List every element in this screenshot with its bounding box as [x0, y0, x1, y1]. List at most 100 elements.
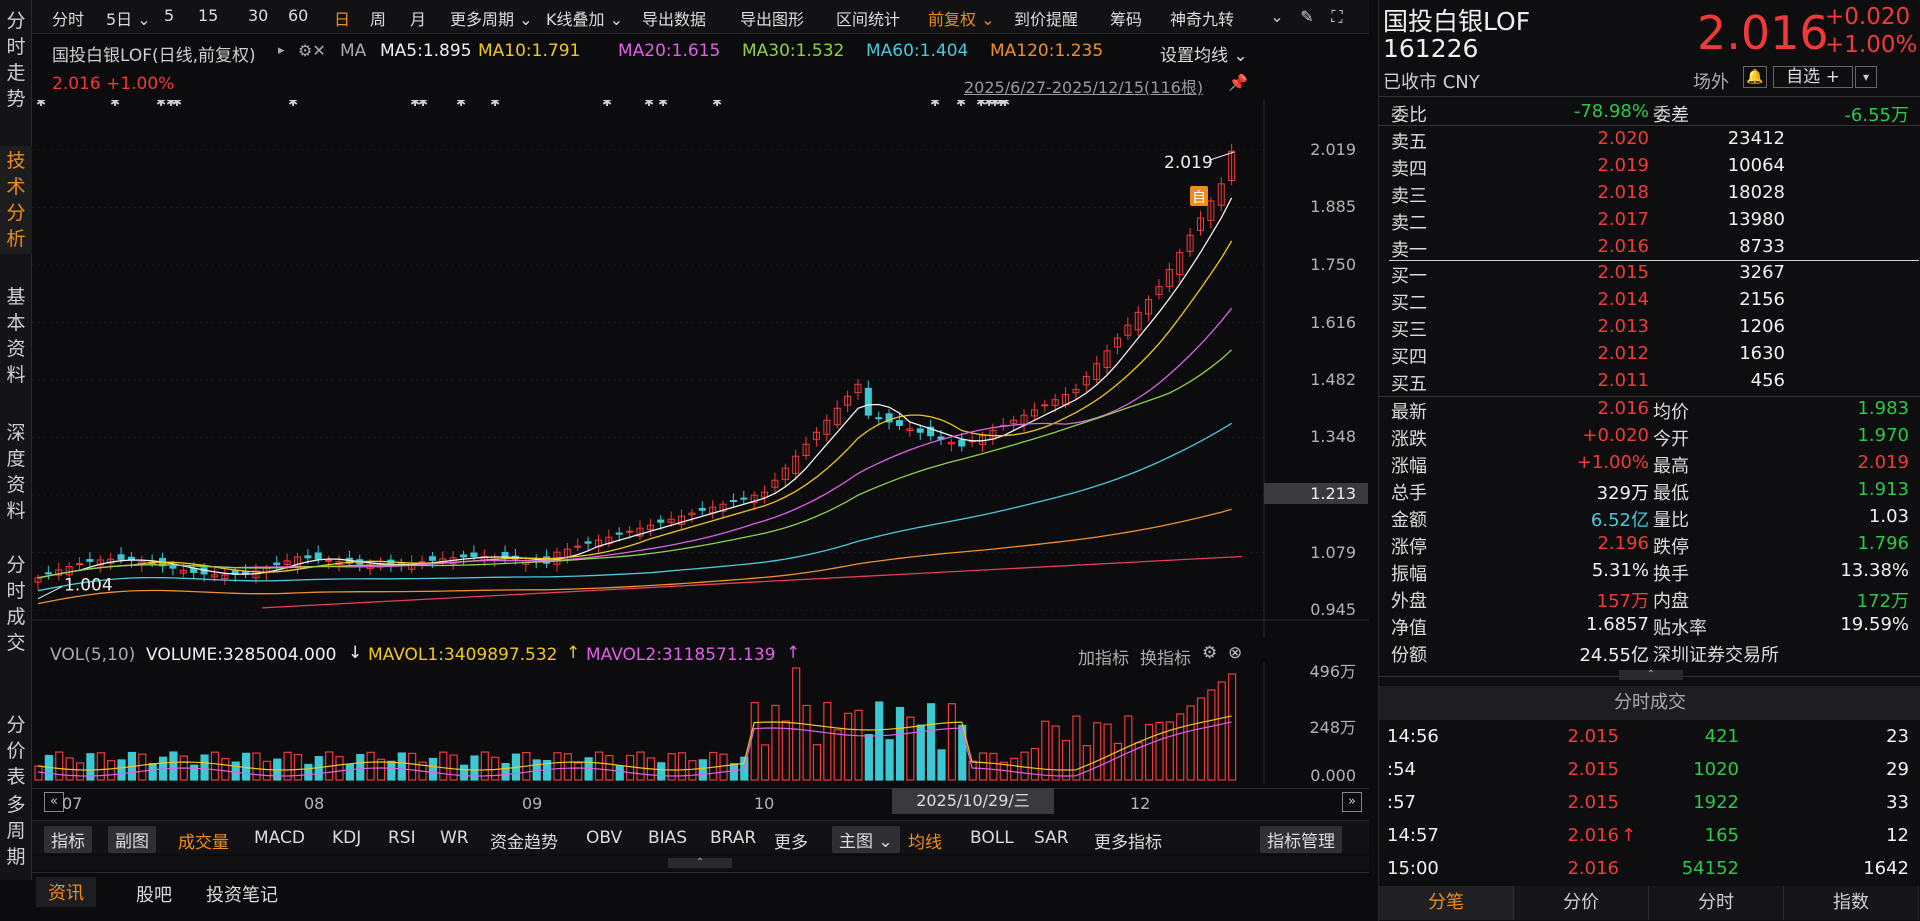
book-level-price[interactable]: 2.013: [1597, 316, 1649, 337]
gear-icon[interactable]: ⚙: [1202, 643, 1218, 663]
toolbar-item-9[interactable]: 更多周期 ⌄: [450, 10, 533, 29]
indicator-tab-3[interactable]: MACD: [254, 828, 305, 848]
candle-body: [719, 503, 727, 512]
collapse-up-icon[interactable]: ⌃: [1619, 670, 1683, 680]
toolbar-item-2[interactable]: 5: [164, 6, 175, 25]
bottom-tab-3[interactable]: 指数: [1784, 886, 1919, 920]
indicator-tab-10[interactable]: BRAR: [710, 828, 757, 848]
book-level-price[interactable]: 2.016: [1597, 236, 1649, 257]
indicator-tab-12[interactable]: 主图 ⌄: [832, 826, 900, 853]
fullscreen-icon[interactable]: ⛶: [1331, 7, 1343, 26]
book-level-price[interactable]: 2.011: [1597, 370, 1649, 391]
toolbar-item-16[interactable]: 筹码: [1110, 10, 1143, 29]
volume-bar: [729, 763, 739, 781]
indicator-manage-button[interactable]: 指标管理: [1260, 826, 1342, 853]
bottom-tab-1[interactable]: 分价: [1514, 886, 1649, 920]
toolbar-item-14[interactable]: 前复权 ⌄: [928, 10, 995, 29]
indicator-tab-11[interactable]: 更多: [774, 833, 808, 853]
indicator-tab-8[interactable]: OBV: [586, 828, 623, 848]
collapse-handle-icon[interactable]: ⌃: [668, 858, 732, 868]
volume-chart[interactable]: [32, 662, 1369, 784]
indicator-tab-15[interactable]: SAR: [1034, 828, 1069, 848]
news-tab-0[interactable]: 资讯: [36, 877, 96, 907]
toolbar-item-15[interactable]: 到价提醒: [1014, 10, 1079, 29]
indicator-tab-9[interactable]: BIAS: [648, 828, 688, 848]
ma-setup-button[interactable]: 设置均线 ⌄: [1160, 46, 1248, 66]
stat-label: 金额: [1391, 510, 1427, 531]
indicator-tab-5[interactable]: RSI: [388, 828, 416, 848]
stat-label: 最高: [1653, 456, 1689, 477]
candle-body: [1176, 251, 1184, 276]
news-tab-2[interactable]: 投资笔记: [206, 885, 278, 906]
pen-icon[interactable]: ✎: [1300, 7, 1314, 26]
watchlist-dropdown-icon[interactable]: ▾: [1855, 66, 1877, 88]
bottom-tab-0[interactable]: 分笔: [1379, 886, 1514, 920]
toolbar-item-6[interactable]: 日: [334, 10, 351, 29]
nav-item-2[interactable]: 基本资料: [6, 286, 26, 386]
book-level-price[interactable]: 2.014: [1597, 289, 1649, 310]
bottom-tab-2[interactable]: 分时: [1649, 886, 1784, 920]
volume-bar: [927, 703, 936, 781]
book-level-price[interactable]: 2.015: [1597, 262, 1649, 283]
book-level-price[interactable]: 2.012: [1597, 343, 1649, 364]
book-level-label: 卖三: [1391, 186, 1427, 207]
toolbar-item-1[interactable]: 5日 ⌄: [106, 10, 151, 29]
scroll-right-icon[interactable]: »: [1342, 792, 1362, 812]
candle-body: [1155, 286, 1163, 295]
pin-icon[interactable]: 📌: [1228, 73, 1248, 92]
ma60-value: MA60:1.404: [866, 41, 969, 61]
indicator-tab-0[interactable]: 指标: [44, 826, 92, 853]
nav-item-0[interactable]: 分时走势: [6, 10, 26, 110]
indicator-tab-7[interactable]: 资金趋势: [490, 833, 558, 853]
nav-item-4[interactable]: 分时成交: [6, 554, 26, 654]
indicator-tab-16[interactable]: 更多指标: [1094, 833, 1162, 853]
news-tab-1[interactable]: 股吧: [136, 885, 172, 906]
toolbar-item-17[interactable]: 神奇九转: [1170, 10, 1235, 29]
indicator-tab-14[interactable]: BOLL: [970, 828, 1014, 848]
book-level-price[interactable]: 2.020: [1597, 128, 1649, 149]
y-tick-label: 2.019: [1310, 140, 1356, 159]
nav-item-5[interactable]: 分价表: [6, 714, 26, 788]
indicator-tab-1[interactable]: 副图: [108, 826, 156, 853]
toolbar-item-7[interactable]: 周: [370, 10, 387, 29]
toolbar-item-11[interactable]: 导出数据: [642, 10, 707, 29]
volume-bar: [1217, 681, 1226, 781]
add-indicator-button[interactable]: 加指标: [1078, 649, 1129, 669]
book-level-price[interactable]: 2.017: [1597, 209, 1649, 230]
x-tick-label: 07: [62, 794, 83, 813]
dropdown-circle-icon[interactable]: ⌄: [1270, 7, 1284, 26]
indicator-tab-6[interactable]: WR: [440, 828, 469, 848]
add-watchlist-button[interactable]: 自选 +: [1773, 66, 1853, 88]
scroll-left-icon[interactable]: «: [44, 792, 64, 812]
candle-body: [1207, 200, 1215, 221]
nav-item-3[interactable]: 深度资料: [6, 422, 26, 522]
nav-item-6[interactable]: 多周期: [6, 794, 26, 868]
bell-icon[interactable]: 🔔: [1743, 66, 1767, 88]
ma-settings-icon[interactable]: ⚙✕: [298, 41, 326, 60]
nav-item-1[interactable]: 技术分析: [0, 146, 32, 254]
date-range[interactable]: 2025/6/27-2025/12/15(116根): [964, 78, 1204, 97]
tick-count: 12: [1886, 825, 1909, 846]
toolbar-item-12[interactable]: 导出图形: [740, 10, 805, 29]
candle-body: [242, 571, 250, 574]
event-marker: ✱: [410, 100, 420, 109]
indicator-tab-4[interactable]: KDJ: [332, 828, 362, 848]
toolbar-item-8[interactable]: 月: [410, 10, 427, 29]
toolbar-item-5[interactable]: 60: [288, 6, 309, 25]
switch-indicator-button[interactable]: 换指标: [1140, 649, 1191, 669]
candle-body: [833, 407, 841, 426]
indicator-tab-2[interactable]: 成交量: [178, 833, 229, 853]
title-arrow-icon[interactable]: ▸: [278, 43, 285, 58]
candle-body: [771, 479, 779, 488]
toolbar-item-10[interactable]: K线叠加 ⌄: [546, 10, 623, 29]
toolbar-item-3[interactable]: 15: [198, 6, 219, 25]
toolbar-item-13[interactable]: 区间统计: [836, 10, 901, 29]
close-icon[interactable]: ⊗: [1228, 643, 1243, 663]
volume-bar: [636, 751, 645, 781]
toolbar-item-4[interactable]: 30: [248, 6, 269, 25]
book-level-price[interactable]: 2.018: [1597, 182, 1649, 203]
book-level-price[interactable]: 2.019: [1597, 155, 1649, 176]
toolbar-item-0[interactable]: 分时: [52, 10, 85, 29]
indicator-tab-13[interactable]: 均线: [908, 833, 942, 853]
